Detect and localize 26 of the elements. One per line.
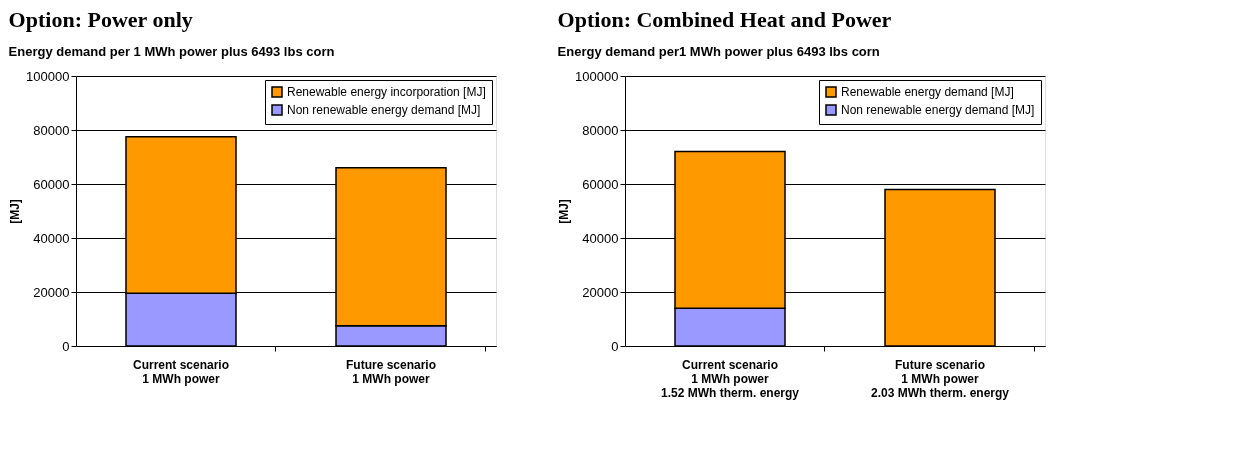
y-tick-label: 40000 [582, 230, 619, 246]
chart-title: Energy demand per1 MWh power plus 6493 lbs corn [557, 44, 880, 59]
y-tick-label: 80000 [33, 122, 70, 138]
legend-label: Non renewable energy demand [MJ] [841, 103, 1035, 117]
x-tick-label: Current scenario 1 MWh power 1.52 MWh therm. energy [660, 357, 800, 400]
y-tick-label: 20000 [33, 284, 70, 300]
y-tick-label: 20000 [582, 284, 619, 300]
y-tick-label: 100000 [575, 68, 619, 84]
legend-label: Non renewable energy demand [MJ] [287, 103, 481, 117]
text: Option: Combined Heat and Power [557, 7, 892, 32]
chart-title: Energy demand per 1 MWh power plus 6493 lbs corn [8, 44, 335, 59]
y-tick-label: 40000 [33, 230, 70, 246]
y-axis-title: [MJ] [557, 199, 572, 224]
y-tick-label: 100000 [26, 68, 70, 84]
y-tick-label: 60000 [33, 176, 70, 192]
y-tick-label: 60000 [582, 176, 619, 192]
x-tick-label: Current scenario 1 MWh power [132, 357, 230, 386]
text: Option: Power only [8, 7, 193, 32]
y-tick-label: 0 [611, 338, 619, 354]
x-tick-label: Future scenario 1 MWh power 2.03 MWh therm. energy [870, 357, 1010, 400]
legend-label: Renewable energy demand [MJ] [841, 85, 1014, 99]
y-tick-label: 0 [62, 338, 70, 354]
x-tick-label: Future scenario 1 MWh power [345, 357, 437, 386]
y-axis-title: [MJ] [8, 199, 23, 224]
legend-label: Renewable energy incorporation [MJ] [287, 85, 486, 99]
y-tick-label: 80000 [582, 122, 619, 138]
